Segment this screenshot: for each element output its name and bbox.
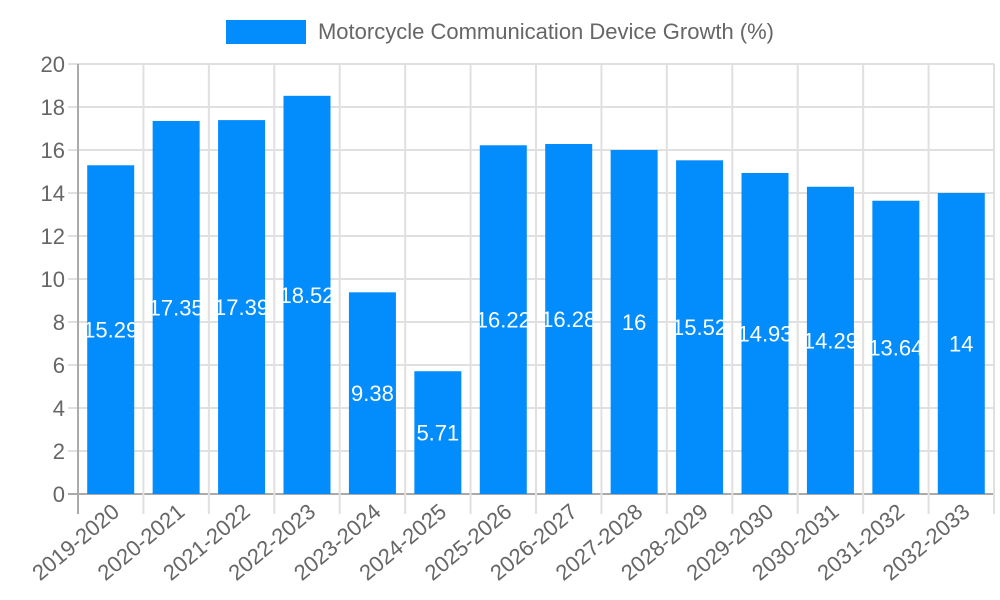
- bar[interactable]: [218, 120, 266, 495]
- y-tick-label: 18: [41, 95, 65, 120]
- bar[interactable]: [87, 165, 135, 494]
- y-tick-label: 6: [53, 353, 65, 378]
- y-tick-label: 4: [53, 396, 65, 421]
- y-tick-label: 2: [53, 439, 65, 464]
- bar-value-label: 16: [622, 310, 646, 335]
- legend-label: Motorcycle Communication Device Growth (…: [317, 19, 775, 44]
- y-axis: 0 2 4 6 8 10 12 14 16 18 20: [41, 52, 65, 507]
- y-tick-label: 10: [41, 267, 65, 292]
- chart-legend[interactable]: Motorcycle Communication Device Growth (…: [0, 18, 1000, 46]
- y-tick-label: 0: [53, 482, 65, 507]
- bar[interactable]: [348, 292, 396, 494]
- bar[interactable]: [741, 173, 789, 494]
- bar[interactable]: [676, 160, 724, 494]
- bar[interactable]: [414, 371, 462, 494]
- grid-lines: [68, 63, 995, 514]
- y-tick-label: 8: [53, 310, 65, 335]
- bar-value-label: 16.28: [541, 307, 596, 332]
- bars: 15.29 17.35 17.39 18.52 9.38 5.71 16.22 16.28 16…: [83, 95, 985, 495]
- bar[interactable]: [283, 95, 331, 494]
- bar-value-label: 17.35: [149, 295, 204, 320]
- bar[interactable]: [872, 200, 920, 495]
- y-tick-label: 12: [41, 224, 65, 249]
- bar[interactable]: [545, 143, 593, 495]
- bar-value-label: 5.71: [416, 421, 459, 446]
- y-tick-label: 16: [41, 138, 65, 163]
- bar[interactable]: [152, 120, 200, 494]
- bar-value-label: 9.38: [351, 381, 394, 406]
- bar[interactable]: [806, 186, 854, 494]
- y-tick-label: 20: [41, 52, 65, 77]
- bar[interactable]: [610, 150, 658, 494]
- bar-value-label: 14.93: [737, 322, 792, 347]
- bar[interactable]: [479, 145, 527, 494]
- y-tick-label: 14: [41, 181, 65, 206]
- legend-swatch: [225, 20, 306, 44]
- x-axis: 2019-20202020-20212021-20222022-20232023…: [27, 499, 974, 586]
- bar-value-label: 14: [949, 332, 973, 357]
- bar-value-label: 15.29: [83, 318, 138, 343]
- bar-value-label: 14.29: [803, 328, 858, 353]
- bar-value-label: 15.52: [672, 315, 727, 340]
- bar-value-label: 17.39: [214, 295, 269, 320]
- bar-value-label: 18.52: [279, 283, 334, 308]
- bar[interactable]: [937, 193, 985, 494]
- bar-value-label: 13.64: [868, 335, 923, 360]
- bar-value-label: 16.22: [476, 308, 531, 333]
